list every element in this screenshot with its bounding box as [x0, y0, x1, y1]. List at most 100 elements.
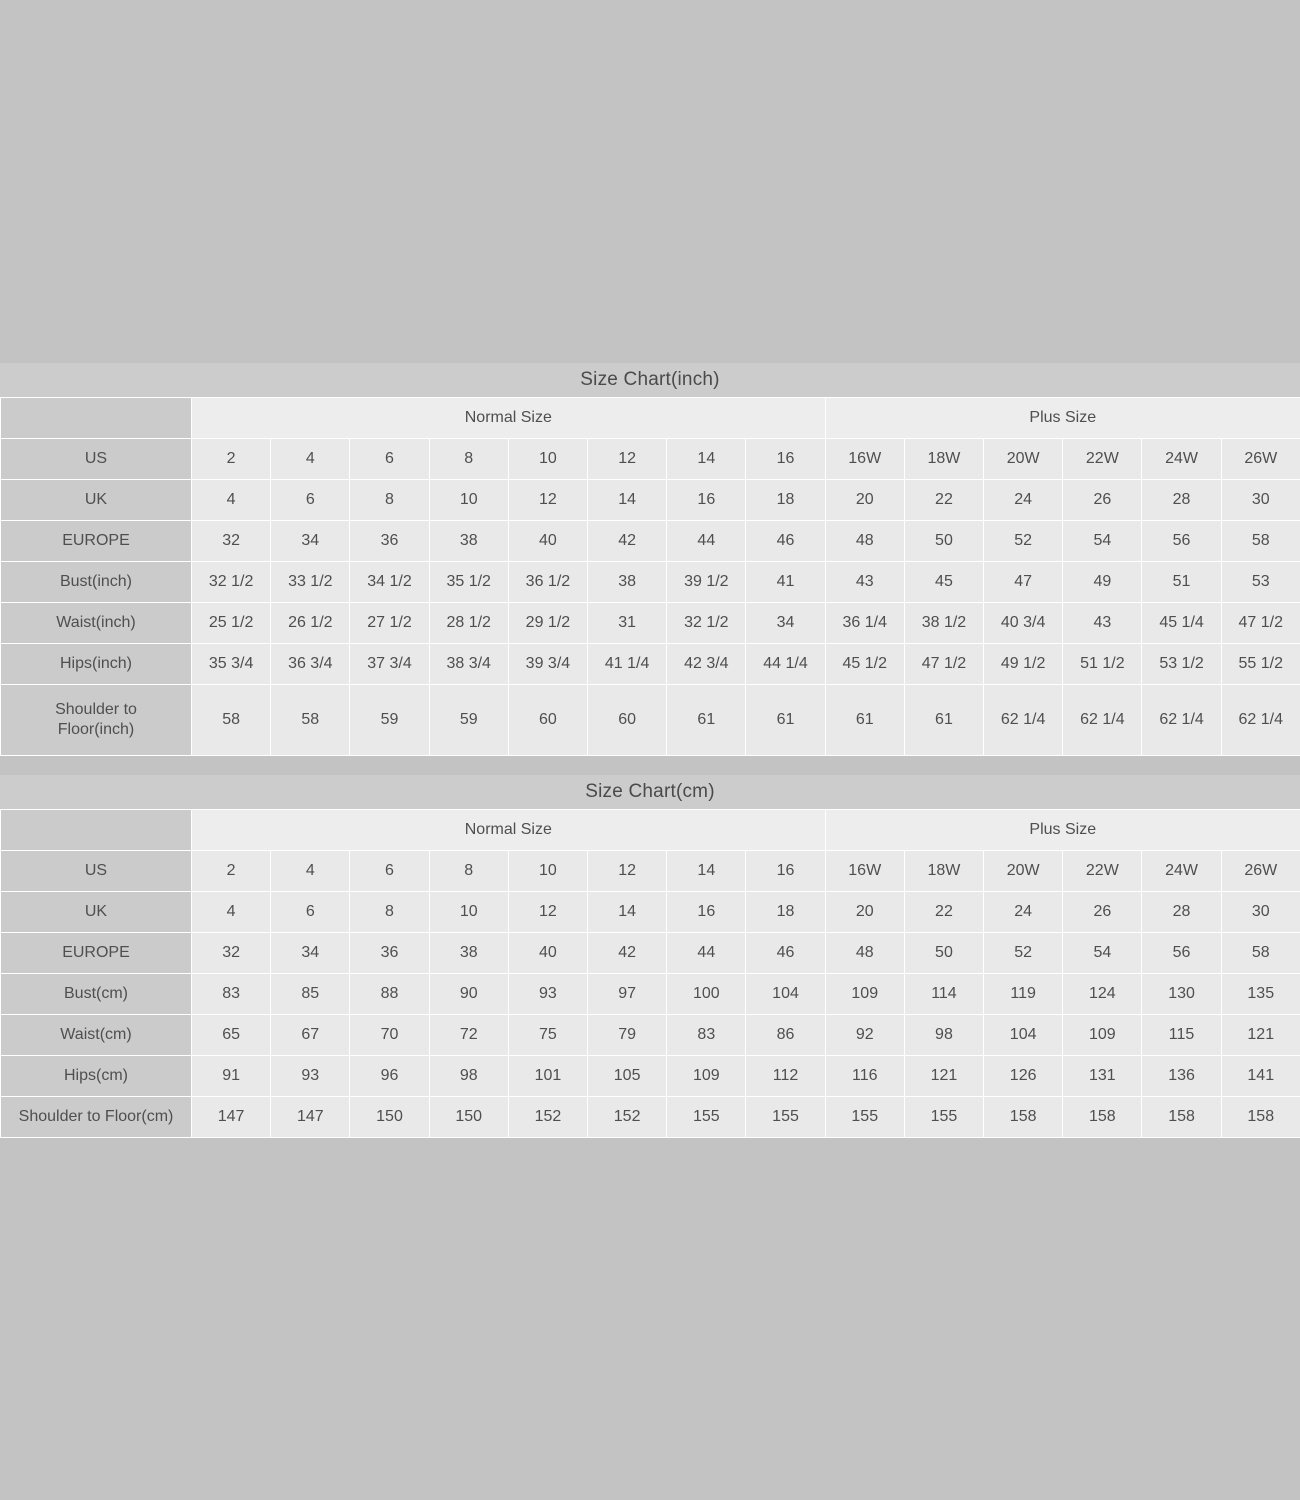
table-cell: 36 3/4 [270, 643, 351, 685]
table-cell: 60 [507, 684, 589, 756]
table-cell: 16W [824, 438, 905, 480]
table-cell: 42 [587, 932, 668, 974]
table-cell: 44 [666, 932, 747, 974]
size-chart-inch-title: Size Chart(inch) [0, 363, 1300, 397]
row-label: Bust(inch) [0, 561, 192, 603]
table-cell: 32 1/2 [666, 602, 747, 644]
table-cell: 116 [824, 1055, 905, 1097]
table-cell: 20W [983, 438, 1064, 480]
table-cell: 18W [903, 850, 985, 892]
table-cell: 58 [1220, 520, 1300, 562]
table-cell: 10 [428, 891, 509, 933]
row-label: Hips(cm) [0, 1055, 192, 1097]
size-chart-cm-block: Size Chart(cm) Normal Size Plus Size US 2 4 6… [0, 775, 1300, 1138]
row-label: Waist(inch) [0, 602, 192, 644]
table-cell: 112 [745, 1055, 826, 1097]
table-cell: 100 [666, 973, 747, 1015]
table-cell: 14 [666, 438, 747, 480]
table-cell: 40 [507, 932, 589, 974]
table-cell: 131 [1062, 1055, 1143, 1097]
table-cell: 158 [1141, 1096, 1222, 1138]
table-cell: 12 [587, 850, 668, 892]
table-cell: 93 [507, 973, 589, 1015]
row-label: UK [0, 479, 192, 521]
table-cell: 59 [428, 684, 509, 756]
table-cell: 86 [745, 1014, 826, 1056]
table-cell: 98 [428, 1055, 509, 1097]
table-cell: 22W [1062, 850, 1143, 892]
table-cell: 62 1/4 [983, 684, 1064, 756]
table-cell: 67 [270, 1014, 351, 1056]
table-cell: 10 [507, 850, 589, 892]
table-cell: 104 [745, 973, 826, 1015]
table-cell: 62 1/4 [1141, 684, 1222, 756]
table-cell: 45 [903, 561, 985, 603]
table-cell: 36 1/2 [507, 561, 589, 603]
table-cell: 24 [983, 479, 1064, 521]
table-cell: 92 [824, 1014, 905, 1056]
table-cell: 16 [745, 438, 826, 480]
table-cell: 24W [1141, 850, 1222, 892]
table-cell: 49 1/2 [983, 643, 1064, 685]
table-cell: 61 [745, 684, 826, 756]
table-cell: 34 [270, 932, 351, 974]
table-cell: 158 [983, 1096, 1064, 1138]
table-cell: 97 [587, 973, 668, 1015]
table-cell: 58 [190, 684, 272, 756]
table-cell: 45 1/2 [824, 643, 905, 685]
table-cell: 105 [587, 1055, 668, 1097]
table-cell: 75 [507, 1014, 589, 1056]
table-row: Bust(inch) 32 1/2 33 1/2 34 1/2 35 1/2 36 1/2… [0, 561, 1300, 603]
table-cell: 109 [1062, 1014, 1143, 1056]
table-cell: 22 [903, 479, 985, 521]
table-cell: 59 [349, 684, 430, 756]
table-cell: 31 [587, 602, 668, 644]
table-cell: 2 [190, 850, 272, 892]
table-cell: 30 [1220, 891, 1300, 933]
table-cell: 32 1/2 [190, 561, 272, 603]
table-cell: 8 [428, 438, 509, 480]
table-cell: 93 [270, 1055, 351, 1097]
table-cell: 30 [1220, 479, 1300, 521]
table-cell: 56 [1141, 520, 1222, 562]
table-cell: 2 [190, 438, 272, 480]
table-cell: 12 [507, 479, 589, 521]
table-row: EUROPE 32 34 36 38 40 42 44 46 48 50 52 54 56 58 [0, 520, 1300, 562]
table-cell: 58 [270, 684, 351, 756]
table-cell: 6 [270, 479, 351, 521]
table-cell: 61 [666, 684, 747, 756]
table-cell: 104 [983, 1014, 1064, 1056]
table-cell: 8 [349, 479, 430, 521]
table-row: Hips(inch) 35 3/4 36 3/4 37 3/4 38 3/4 39 3/4… [0, 643, 1300, 685]
table-cell: 124 [1062, 973, 1143, 1015]
table-cell: 48 [824, 520, 905, 562]
row-label: Waist(cm) [0, 1014, 192, 1056]
table-cell: 26 [1062, 891, 1143, 933]
table-cell: 155 [903, 1096, 985, 1138]
table-cell: 147 [270, 1096, 351, 1138]
table-cell: 61 [824, 684, 905, 756]
table-cell: 42 [587, 520, 668, 562]
table-cell: 46 [745, 932, 826, 974]
table-cell: 50 [903, 520, 985, 562]
table-cell: 34 1/2 [349, 561, 430, 603]
table-cell: 83 [666, 1014, 747, 1056]
table-cell: 152 [507, 1096, 589, 1138]
group-header-plus-size: Plus Size [824, 397, 1300, 439]
table-cell: 39 3/4 [507, 643, 589, 685]
table-cell: 130 [1141, 973, 1222, 1015]
table-cell: 70 [349, 1014, 430, 1056]
table-cell: 29 1/2 [507, 602, 589, 644]
table-cell: 158 [1062, 1096, 1143, 1138]
size-chart-cm-table: Normal Size Plus Size US 2 4 6 8 10 12 14 16 16W 18W… [0, 809, 1300, 1138]
table-cell: 52 [983, 932, 1064, 974]
table-cell: 8 [349, 891, 430, 933]
table-cell: 26 1/2 [270, 602, 351, 644]
table-cell: 10 [428, 479, 509, 521]
table-cell: 38 [587, 561, 668, 603]
table-cell: 6 [270, 891, 351, 933]
table-cell: 24 [983, 891, 1064, 933]
size-chart-cm-title: Size Chart(cm) [0, 775, 1300, 809]
table-cell: 52 [983, 520, 1064, 562]
table-cell: 27 1/2 [349, 602, 430, 644]
